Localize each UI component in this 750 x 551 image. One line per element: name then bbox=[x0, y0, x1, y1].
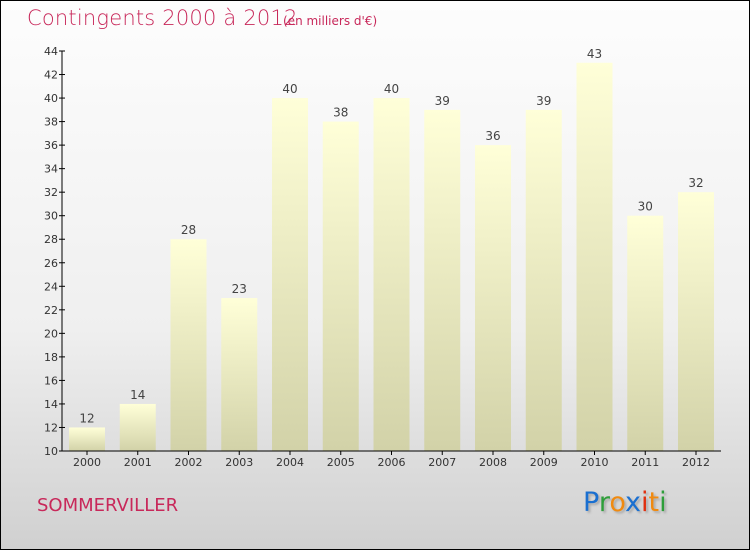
logo-letter: t bbox=[648, 487, 660, 518]
data-label: 30 bbox=[638, 200, 653, 214]
bar bbox=[627, 215, 664, 451]
data-label: 40 bbox=[384, 82, 399, 96]
data-label: 43 bbox=[587, 47, 602, 61]
y-tick-label: 14 bbox=[44, 398, 58, 411]
chart-title: Contingents 2000 à 2012 bbox=[27, 6, 298, 30]
data-label: 23 bbox=[232, 282, 247, 296]
bar bbox=[424, 109, 461, 451]
x-tick-label: 2012 bbox=[682, 456, 710, 469]
bar bbox=[272, 98, 308, 451]
x-tick-label: 2007 bbox=[428, 456, 456, 469]
bar bbox=[475, 145, 511, 451]
y-tick-label: 10 bbox=[44, 445, 58, 458]
x-tick-label: 2002 bbox=[175, 456, 203, 469]
data-label: 12 bbox=[79, 411, 94, 425]
y-tick-label: 20 bbox=[44, 327, 58, 340]
data-label: 14 bbox=[130, 388, 145, 402]
y-tick-label: 16 bbox=[44, 374, 58, 387]
data-label: 40 bbox=[282, 82, 297, 96]
y-tick-label: 44 bbox=[44, 45, 58, 58]
x-tick-label: 2010 bbox=[581, 456, 609, 469]
y-tick-label: 26 bbox=[44, 257, 58, 270]
data-label: 32 bbox=[688, 176, 703, 190]
y-tick-label: 42 bbox=[44, 69, 58, 82]
x-tick-label: 2006 bbox=[378, 456, 406, 469]
y-tick-label: 30 bbox=[44, 210, 58, 223]
x-tick-label: 2001 bbox=[124, 456, 152, 469]
bar bbox=[678, 192, 714, 452]
data-label: 28 bbox=[181, 223, 196, 237]
bar bbox=[373, 98, 410, 451]
bar bbox=[576, 62, 613, 451]
proxiti-logo: Proxiti bbox=[583, 487, 667, 518]
logo-letter: r bbox=[598, 487, 610, 518]
chart-unit: (en milliers d'€) bbox=[283, 14, 378, 28]
city-name: SOMMERVILLER bbox=[37, 495, 179, 516]
y-tick-label: 40 bbox=[44, 92, 58, 105]
bar bbox=[322, 121, 359, 452]
x-tick-label: 2005 bbox=[327, 456, 355, 469]
y-tick-label: 24 bbox=[44, 280, 58, 293]
y-tick-label: 12 bbox=[44, 421, 58, 434]
logo-letter: i bbox=[641, 487, 649, 518]
logo-letter: i bbox=[659, 487, 667, 518]
data-label: 39 bbox=[435, 94, 450, 108]
y-tick-label: 32 bbox=[44, 186, 58, 199]
x-tick-label: 2004 bbox=[276, 456, 304, 469]
bar bbox=[170, 239, 207, 451]
y-tick-label: 36 bbox=[44, 139, 58, 152]
logo-letter: o bbox=[609, 487, 626, 518]
y-tick-label: 34 bbox=[44, 163, 58, 176]
logo-letter: P bbox=[583, 487, 599, 518]
x-tick-label: 2009 bbox=[530, 456, 558, 469]
y-tick-label: 18 bbox=[44, 351, 58, 364]
bar bbox=[69, 427, 105, 451]
x-tick-label: 2011 bbox=[631, 456, 659, 469]
data-label: 36 bbox=[485, 129, 500, 143]
x-tick-label: 2000 bbox=[73, 456, 101, 469]
y-tick-label: 22 bbox=[44, 304, 58, 317]
bar bbox=[119, 403, 156, 451]
bar bbox=[525, 109, 562, 451]
x-tick-label: 2003 bbox=[225, 456, 253, 469]
logo-letter: x bbox=[625, 487, 642, 518]
data-label: 39 bbox=[536, 94, 551, 108]
data-label: 38 bbox=[333, 106, 348, 120]
bar bbox=[221, 298, 258, 451]
y-tick-label: 28 bbox=[44, 233, 58, 246]
y-tick-label: 38 bbox=[44, 116, 58, 129]
x-tick-label: 2008 bbox=[479, 456, 507, 469]
